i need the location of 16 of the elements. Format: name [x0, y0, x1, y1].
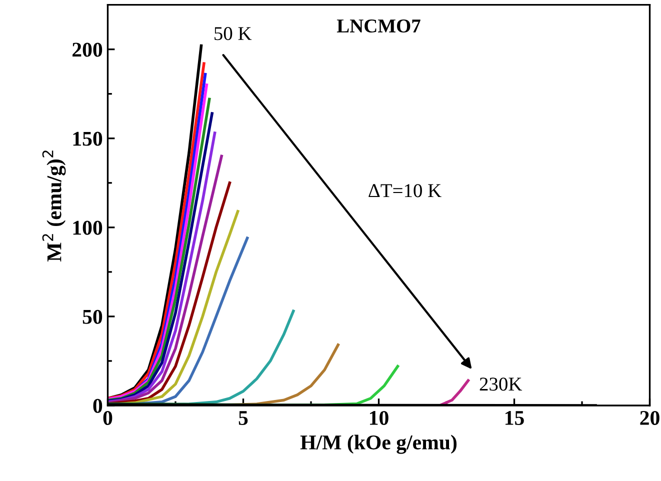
y-tick-label: 50: [82, 310, 102, 324]
x-tick-label: 5: [238, 411, 248, 426]
x-tick-label: 15: [506, 411, 524, 426]
x-tick-label: 10: [370, 410, 388, 426]
annotation: ΔT=10 K: [368, 184, 442, 198]
text: LNCMO7: [336, 19, 420, 33]
annotation: 230K: [480, 378, 522, 391]
y-tick-label: 100: [73, 220, 102, 235]
x-tick-label: 20: [640, 410, 660, 426]
x-axis-title: H/M (kOe g/emu): [300, 434, 457, 454]
y-axis-title: M$^{2}$ (emu/g)$^{2}$: [42, 150, 66, 262]
y-tick-label: 0: [93, 398, 102, 413]
x-tick-label: 0: [103, 410, 112, 426]
y-tick-label: 150: [73, 132, 102, 146]
annotation: 50 K: [214, 27, 252, 40]
y-tick-label: 200: [72, 42, 102, 57]
